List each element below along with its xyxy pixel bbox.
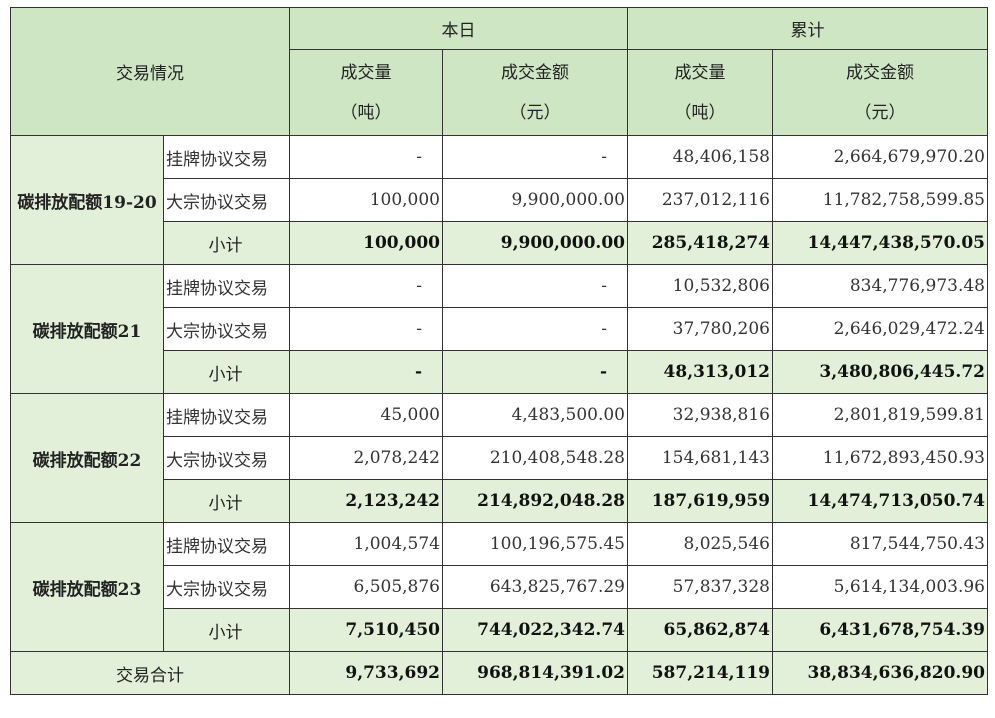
cell-today-volume: 100,000 — [289, 178, 443, 222]
subtotal-cum-volume: 48,313,012 — [627, 350, 773, 394]
trade-type-label: 大宗协议交易 — [163, 307, 290, 351]
trade-type-label: 大宗协议交易 — [163, 565, 290, 609]
category-label: 碳排放配额23 — [10, 522, 164, 652]
total-cum-amount: 38,834,636,820.90 — [772, 651, 988, 695]
header-today-amount: 成交金额 （元） — [442, 49, 628, 136]
subtotal-label: 小计 — [163, 221, 290, 265]
cell-today-amount: - — [442, 135, 628, 179]
trade-type-label: 挂牌协议交易 — [163, 393, 290, 437]
trade-type-label: 挂牌协议交易 — [163, 135, 290, 179]
header-today-volume-label: 成交量 — [340, 62, 392, 83]
header-cumulative: 累计 — [627, 7, 988, 50]
table-row: 碳排放配额23 挂牌协议交易 1,004,574 100,196,575.45 8,02… — [10, 522, 988, 652]
cell-cum-volume: 10,532,806 — [627, 264, 773, 308]
subtotal-label: 小计 — [163, 350, 290, 394]
cell-cum-amount: 817,544,750.43 — [772, 522, 988, 566]
subtotal-today-amount: 214,892,048.28 — [442, 479, 628, 523]
cell-today-volume: 2,078,242 — [289, 436, 443, 480]
cell-today-volume: 1,004,574 — [289, 522, 443, 566]
cell-cum-volume: 48,406,158 — [627, 135, 773, 179]
subtotal-today-volume: 7,510,450 — [289, 608, 443, 652]
subtotal-cum-amount: 3,480,806,445.72 — [772, 350, 988, 394]
cell-cum-volume: 32,938,816 — [627, 393, 773, 437]
cell-cum-amount: 2,664,679,970.20 — [772, 135, 988, 179]
subtotal-row: 小计 2,123,242 214,892,048.28 187,619,959 14,4… — [11, 479, 988, 523]
cell-today-amount: 9,900,000.00 — [442, 178, 628, 222]
subtotal-today-amount: 744,022,342.74 — [442, 608, 628, 652]
header-cum-amount-label: 成交金额 — [846, 62, 914, 83]
subtotal-row: 小计 7,510,450 744,022,342.74 65,862,874 6,431… — [11, 608, 988, 652]
total-row: 交易合计 9,733,692 968,814,391.02 587,214,119 38… — [10, 651, 988, 695]
cell-today-volume: - — [289, 264, 443, 308]
subtotal-cum-volume: 65,862,874 — [627, 608, 773, 652]
header-today-volume: 成交量 （吨） — [289, 49, 443, 136]
cell-cum-amount: 11,782,758,599.85 — [772, 178, 988, 222]
cell-today-amount: 4,483,500.00 — [442, 393, 628, 437]
cell-today-volume: - — [289, 135, 443, 179]
cell-cum-amount: 834,776,973.48 — [772, 264, 988, 308]
cell-today-amount: - — [442, 307, 628, 351]
trading-summary-table-container: 交易情况 本日 累计 成交量 （吨） 成交金额 （元） 成交量 （吨） 成交金额… — [10, 7, 988, 695]
category-label: 碳排放配额22 — [10, 393, 164, 523]
subtotal-today-volume: 100,000 — [289, 221, 443, 265]
header-today-amount-unit: （元） — [509, 102, 561, 123]
table-row: 大宗协议交易 100,000 9,900,000.00 237,012,116 11,7… — [11, 178, 988, 222]
subtotal-today-volume: - — [289, 350, 443, 394]
table-row: 碳排放配额22 挂牌协议交易 45,000 4,483,500.00 32,938,81… — [10, 393, 988, 523]
cell-cum-amount: 5,614,134,003.96 — [772, 565, 988, 609]
category-label: 碳排放配额19-20 — [10, 135, 164, 265]
cell-today-volume: - — [289, 307, 443, 351]
cell-today-amount: 643,825,767.29 — [442, 565, 628, 609]
subtotal-cum-amount: 6,431,678,754.39 — [772, 608, 988, 652]
cell-today-amount: 210,408,548.28 — [442, 436, 628, 480]
subtotal-label: 小计 — [163, 608, 290, 652]
subtotal-cum-volume: 187,619,959 — [627, 479, 773, 523]
cell-cum-amount: 11,672,893,450.93 — [772, 436, 988, 480]
total-label: 交易合计 — [10, 651, 290, 695]
cell-cum-volume: 37,780,206 — [627, 307, 773, 351]
trading-summary-table: 交易情况 本日 累计 成交量 （吨） 成交金额 （元） 成交量 （吨） 成交金额… — [10, 7, 988, 695]
header-cum-volume: 成交量 （吨） — [627, 49, 773, 136]
trade-type-label: 大宗协议交易 — [163, 436, 290, 480]
cell-cum-volume: 8,025,546 — [627, 522, 773, 566]
subtotal-cum-amount: 14,447,438,570.05 — [772, 221, 988, 265]
total-cum-volume: 587,214,119 — [627, 651, 773, 695]
table-row: 碳排放配额19-20 挂牌协议交易 - -48,406,158 2,664,679,97… — [10, 135, 988, 265]
trade-type-label: 挂牌协议交易 — [163, 264, 290, 308]
table-row: 大宗协议交易 2,078,242 210,408,548.28 154,681,143… — [11, 436, 988, 480]
category-label: 碳排放配额21 — [10, 264, 164, 394]
cell-cum-amount: 2,801,819,599.81 — [772, 393, 988, 437]
total-today-volume: 9,733,692 — [289, 651, 443, 695]
subtotal-today-amount: 9,900,000.00 — [442, 221, 628, 265]
table-row: 大宗协议交易 - -37,780,206 2,646,029,472.24 — [11, 307, 988, 351]
header-cum-amount: 成交金额 （元） — [772, 49, 988, 136]
header-today: 本日 — [289, 7, 628, 50]
subtotal-row: 小计 100,000 9,900,000.00 285,418,274 14,447,4… — [11, 221, 988, 265]
table-row: 碳排放配额21 挂牌协议交易 - -10,532,806 834,776,973.48 — [10, 264, 988, 394]
cell-cum-volume: 237,012,116 — [627, 178, 773, 222]
header-cum-amount-unit: （元） — [854, 102, 906, 123]
subtotal-cum-volume: 285,418,274 — [627, 221, 773, 265]
header-today-amount-label: 成交金额 — [501, 62, 569, 83]
header-trading-situation: 交易情况 — [10, 7, 290, 136]
subtotal-cum-amount: 14,474,713,050.74 — [772, 479, 988, 523]
subtotal-today-volume: 2,123,242 — [289, 479, 443, 523]
subtotal-row: 小计 - -48,313,012 3,480,806,445.72 — [11, 350, 988, 394]
header-cum-volume-label: 成交量 — [674, 62, 726, 83]
cell-cum-volume: 57,837,328 — [627, 565, 773, 609]
cell-today-amount: - — [442, 264, 628, 308]
subtotal-today-amount: - — [442, 350, 628, 394]
cell-today-amount: 100,196,575.45 — [442, 522, 628, 566]
header-cum-volume-unit: （吨） — [674, 102, 726, 123]
subtotal-label: 小计 — [163, 479, 290, 523]
header-today-volume-unit: （吨） — [340, 102, 392, 123]
cell-cum-amount: 2,646,029,472.24 — [772, 307, 988, 351]
trade-type-label: 大宗协议交易 — [163, 178, 290, 222]
cell-today-volume: 6,505,876 — [289, 565, 443, 609]
total-today-amount: 968,814,391.02 — [442, 651, 628, 695]
cell-today-volume: 45,000 — [289, 393, 443, 437]
cell-cum-volume: 154,681,143 — [627, 436, 773, 480]
trade-type-label: 挂牌协议交易 — [163, 522, 290, 566]
